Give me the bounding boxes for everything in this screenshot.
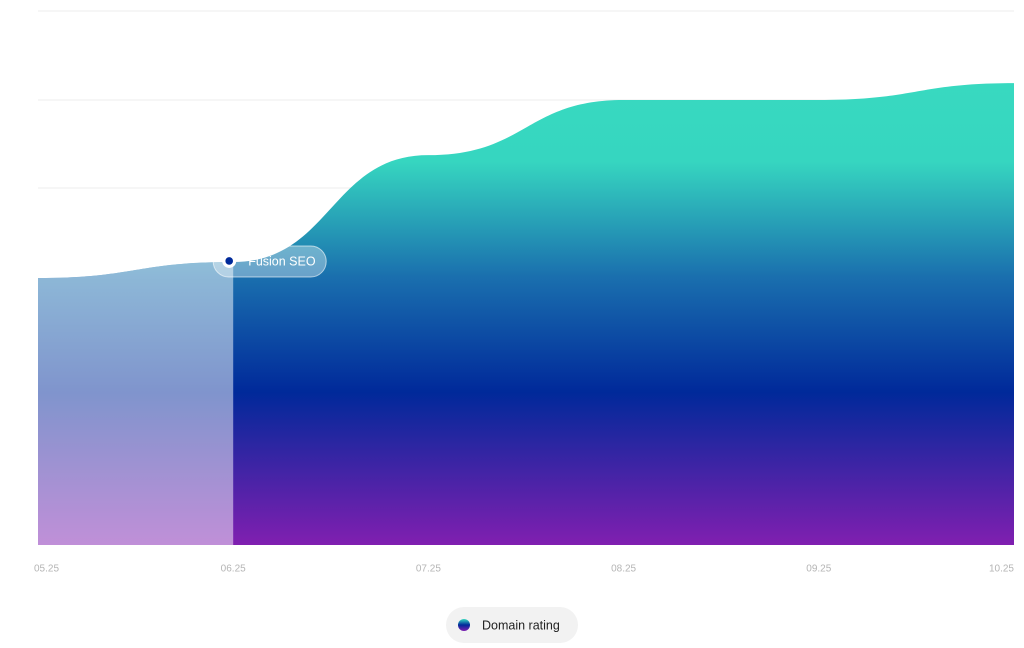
annotation-bg (212, 245, 327, 278)
legend: Domain rating (446, 607, 578, 643)
legend-label: Domain rating (482, 618, 560, 632)
area (38, 83, 1014, 545)
highlight-overlay (38, 83, 234, 545)
legend-swatch (458, 619, 470, 631)
plot: Fusion SEO (38, 83, 1014, 545)
x-tick-label: 07.25 (416, 564, 441, 575)
x-tick-label: 06.25 (221, 564, 246, 575)
x-tick-label: 10.25 (989, 564, 1014, 575)
annotation-dot (225, 257, 233, 265)
legend-bg (446, 607, 578, 643)
annotation: Fusion SEO (212, 245, 327, 278)
x-tick-label: 09.25 (806, 564, 831, 575)
x-tick-label: 05.25 (34, 564, 59, 575)
annotation-label: Fusion SEO (248, 254, 316, 268)
x-tick-label: 08.25 (611, 564, 636, 575)
